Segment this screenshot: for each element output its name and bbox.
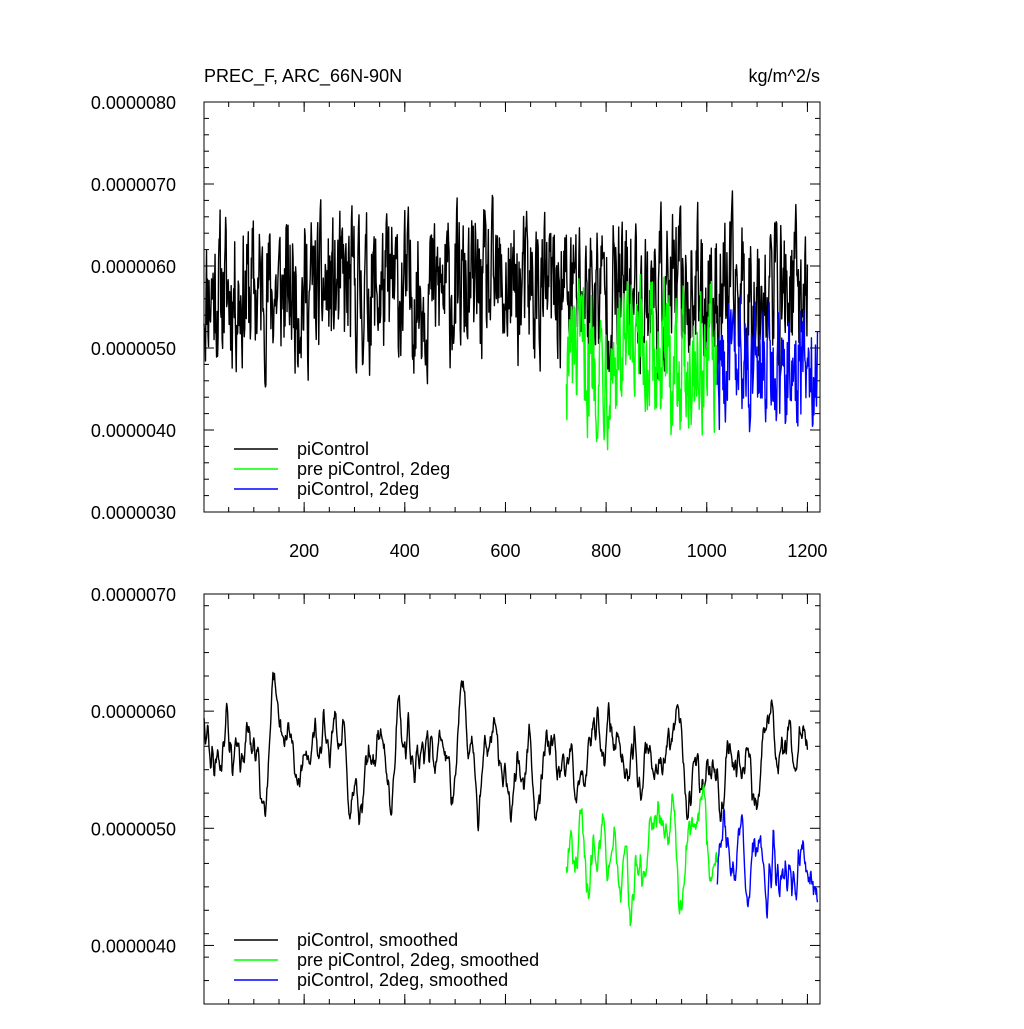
legend-label-1: pre piControl, 2deg, smoothed bbox=[297, 950, 539, 970]
series-line-2 bbox=[716, 808, 819, 919]
bottom-panel: 0.0000040 0.0000050 0.0000060 0.0000070 piC… bbox=[91, 585, 821, 1005]
bottom-panel-y-tick-labels: 0.0000040 0.0000050 0.0000060 0.0000070 bbox=[91, 585, 176, 956]
top-panel-x-tick-labels: 200 400 600 800 1000 1200 bbox=[289, 541, 827, 561]
y-tick-label: 0.0000080 bbox=[91, 93, 176, 113]
x-tick-label: 800 bbox=[591, 541, 621, 561]
legend-label-0: piControl bbox=[297, 439, 369, 459]
x-tick-label: 1200 bbox=[787, 541, 827, 561]
legend-label-2: piControl, 2deg, smoothed bbox=[297, 970, 508, 990]
y-tick-label: 0.0000050 bbox=[91, 339, 176, 359]
y-tick-label: 0.0000070 bbox=[91, 585, 176, 605]
y-tick-label: 0.0000040 bbox=[91, 421, 176, 441]
top-panel-frame bbox=[203, 101, 821, 513]
series-line-1 bbox=[565, 273, 718, 451]
y-tick-label: 0.0000060 bbox=[91, 702, 176, 722]
y-tick-label: 0.0000030 bbox=[91, 503, 176, 523]
top-panel: PREC_F, ARC_66N-90N kg/m^2/s 0.00000300.… bbox=[91, 66, 828, 561]
legend-label-1: pre piControl, 2deg bbox=[297, 459, 450, 479]
legend-label-0: piControl, smoothed bbox=[297, 930, 458, 950]
top-panel-y-tick-labels: 0.0000030 0.0000040 0.0000050 0.0000060 0.00… bbox=[91, 93, 176, 523]
y-tick-label: 0.0000060 bbox=[91, 257, 176, 277]
top-panel-title: PREC_F, ARC_66N-90N bbox=[204, 66, 402, 87]
y-tick-label: 0.0000040 bbox=[91, 936, 176, 956]
series-line-0 bbox=[203, 671, 809, 832]
series-line-2 bbox=[716, 294, 819, 433]
bottom-panel-series bbox=[203, 671, 819, 927]
series-line-0 bbox=[203, 190, 809, 388]
top-panel-units: kg/m^2/s bbox=[749, 66, 820, 86]
y-tick-label: 0.0000070 bbox=[91, 175, 176, 195]
series-line-1 bbox=[565, 783, 718, 927]
x-tick-label: 200 bbox=[289, 541, 319, 561]
y-tick-label: 0.0000050 bbox=[91, 819, 176, 839]
x-tick-label: 600 bbox=[490, 541, 520, 561]
x-tick-label: 400 bbox=[390, 541, 420, 561]
bottom-panel-frame bbox=[203, 593, 821, 1005]
x-tick-label: 1000 bbox=[687, 541, 727, 561]
top-panel-series bbox=[203, 190, 819, 451]
legend-label-2: piControl, 2deg bbox=[297, 479, 419, 499]
